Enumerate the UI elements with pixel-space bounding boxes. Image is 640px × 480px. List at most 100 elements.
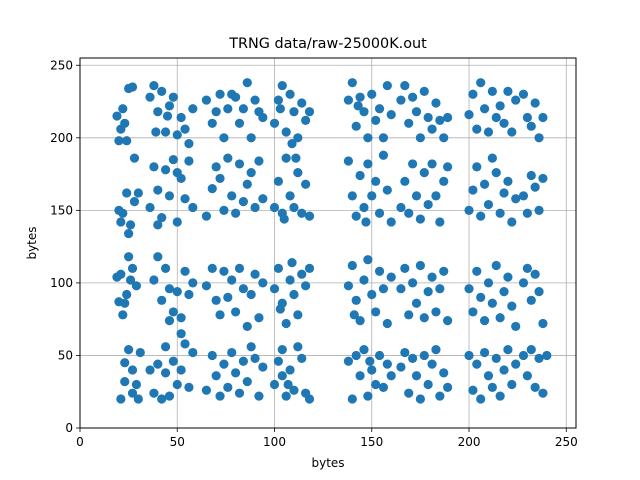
scatter-point: [468, 89, 478, 99]
scatter-point: [223, 382, 233, 392]
scatter-point: [363, 133, 373, 143]
x-tick-label: 250: [555, 435, 578, 449]
scatter-point: [491, 168, 501, 178]
scatter-point: [153, 252, 163, 262]
scatter-point: [479, 179, 490, 189]
scatter-point: [129, 153, 140, 163]
scatter-point: [408, 92, 418, 102]
scatter-point: [168, 356, 178, 366]
scatter-point: [468, 385, 478, 395]
x-tick-label: 200: [458, 435, 481, 449]
scatter-point: [518, 191, 529, 201]
scatter-point: [246, 342, 256, 352]
scatter-point: [120, 376, 130, 387]
scatter-point: [396, 284, 406, 294]
scatter-point: [304, 263, 315, 273]
scatter-point: [404, 208, 414, 218]
scatter-point: [371, 176, 381, 186]
scatter-point: [542, 350, 552, 361]
scatter-point: [483, 371, 494, 381]
scatter-point: [238, 284, 248, 294]
scatter-point: [518, 89, 529, 99]
scatter-point: [374, 104, 385, 114]
scatter-point: [415, 260, 425, 271]
scatter-point: [242, 179, 252, 189]
scatter-point: [439, 176, 449, 186]
scatter-point: [526, 121, 536, 131]
scatter-point: [160, 368, 171, 378]
scatter-point: [180, 194, 190, 204]
scatter-point: [180, 266, 190, 276]
scatter-point: [211, 162, 221, 172]
scatter-point: [507, 379, 517, 390]
scatter-point: [238, 356, 248, 366]
scatter-point: [511, 359, 521, 369]
scatter-point: [378, 284, 389, 294]
scatter-point: [227, 191, 237, 201]
scatter-point: [534, 287, 544, 297]
scatter-point: [464, 205, 474, 215]
scatter-point: [526, 295, 536, 305]
y-tick-label: 200: [50, 131, 73, 145]
scatter-point: [269, 202, 280, 213]
scatter-point: [184, 382, 194, 392]
scatter-point: [491, 260, 501, 271]
scatter-point: [258, 362, 268, 372]
scatter-point: [408, 353, 418, 363]
scatter-point: [503, 272, 513, 282]
scatter-point: [371, 307, 381, 317]
scatter-point: [347, 78, 357, 88]
scatter-point: [530, 269, 540, 279]
scatter-point: [122, 188, 132, 198]
scatter-point: [367, 365, 377, 375]
scatter-point: [133, 188, 143, 198]
scatter-point: [293, 168, 303, 178]
scatter-point: [162, 111, 173, 121]
scatter-point: [464, 350, 474, 361]
scatter-point: [408, 278, 418, 288]
scatter-point: [396, 95, 406, 105]
scatter-point: [355, 371, 365, 381]
scatter-point: [363, 159, 373, 169]
scatter-point: [157, 394, 167, 404]
scatter-point: [285, 365, 295, 375]
scatter-point: [378, 150, 389, 160]
scatter-point: [443, 382, 453, 392]
scatter-point: [499, 287, 509, 297]
scatter-point: [258, 194, 268, 204]
scatter-point: [351, 350, 361, 361]
scatter-point: [419, 86, 429, 96]
scatter-point: [234, 159, 245, 169]
scatter-point: [215, 391, 225, 401]
scatter-point: [238, 104, 248, 114]
scatter-point: [149, 388, 159, 398]
x-axis-ticks: 0 50 100 150 200 250: [76, 428, 578, 449]
scatter-point: [435, 217, 445, 227]
scatter-point: [534, 133, 544, 143]
scatter-point: [304, 107, 315, 117]
scatter-point: [114, 297, 124, 307]
y-axis-ticks: 0 50 100 150 200 250: [50, 58, 80, 435]
scatter-point: [293, 342, 303, 352]
scatter-point: [382, 185, 392, 195]
scatter-point: [215, 173, 225, 184]
scatter-point: [160, 263, 171, 273]
scatter-point: [483, 278, 494, 288]
scatter-point: [439, 368, 449, 378]
scatter-point: [378, 133, 389, 143]
scatter-point: [382, 359, 392, 369]
scatter-point: [211, 107, 221, 117]
scatter-point: [145, 202, 155, 213]
scatter-point: [231, 92, 241, 102]
scatter-point: [374, 208, 385, 218]
scatter-point: [124, 252, 134, 262]
scatter-point: [258, 112, 268, 123]
scatter-point: [120, 358, 130, 368]
scatter-point: [287, 139, 297, 149]
scatter-point: [254, 313, 264, 323]
scatter-point: [131, 281, 142, 291]
scatter-point: [188, 104, 198, 114]
scatter-point: [122, 289, 132, 300]
scatter-point: [223, 292, 233, 303]
